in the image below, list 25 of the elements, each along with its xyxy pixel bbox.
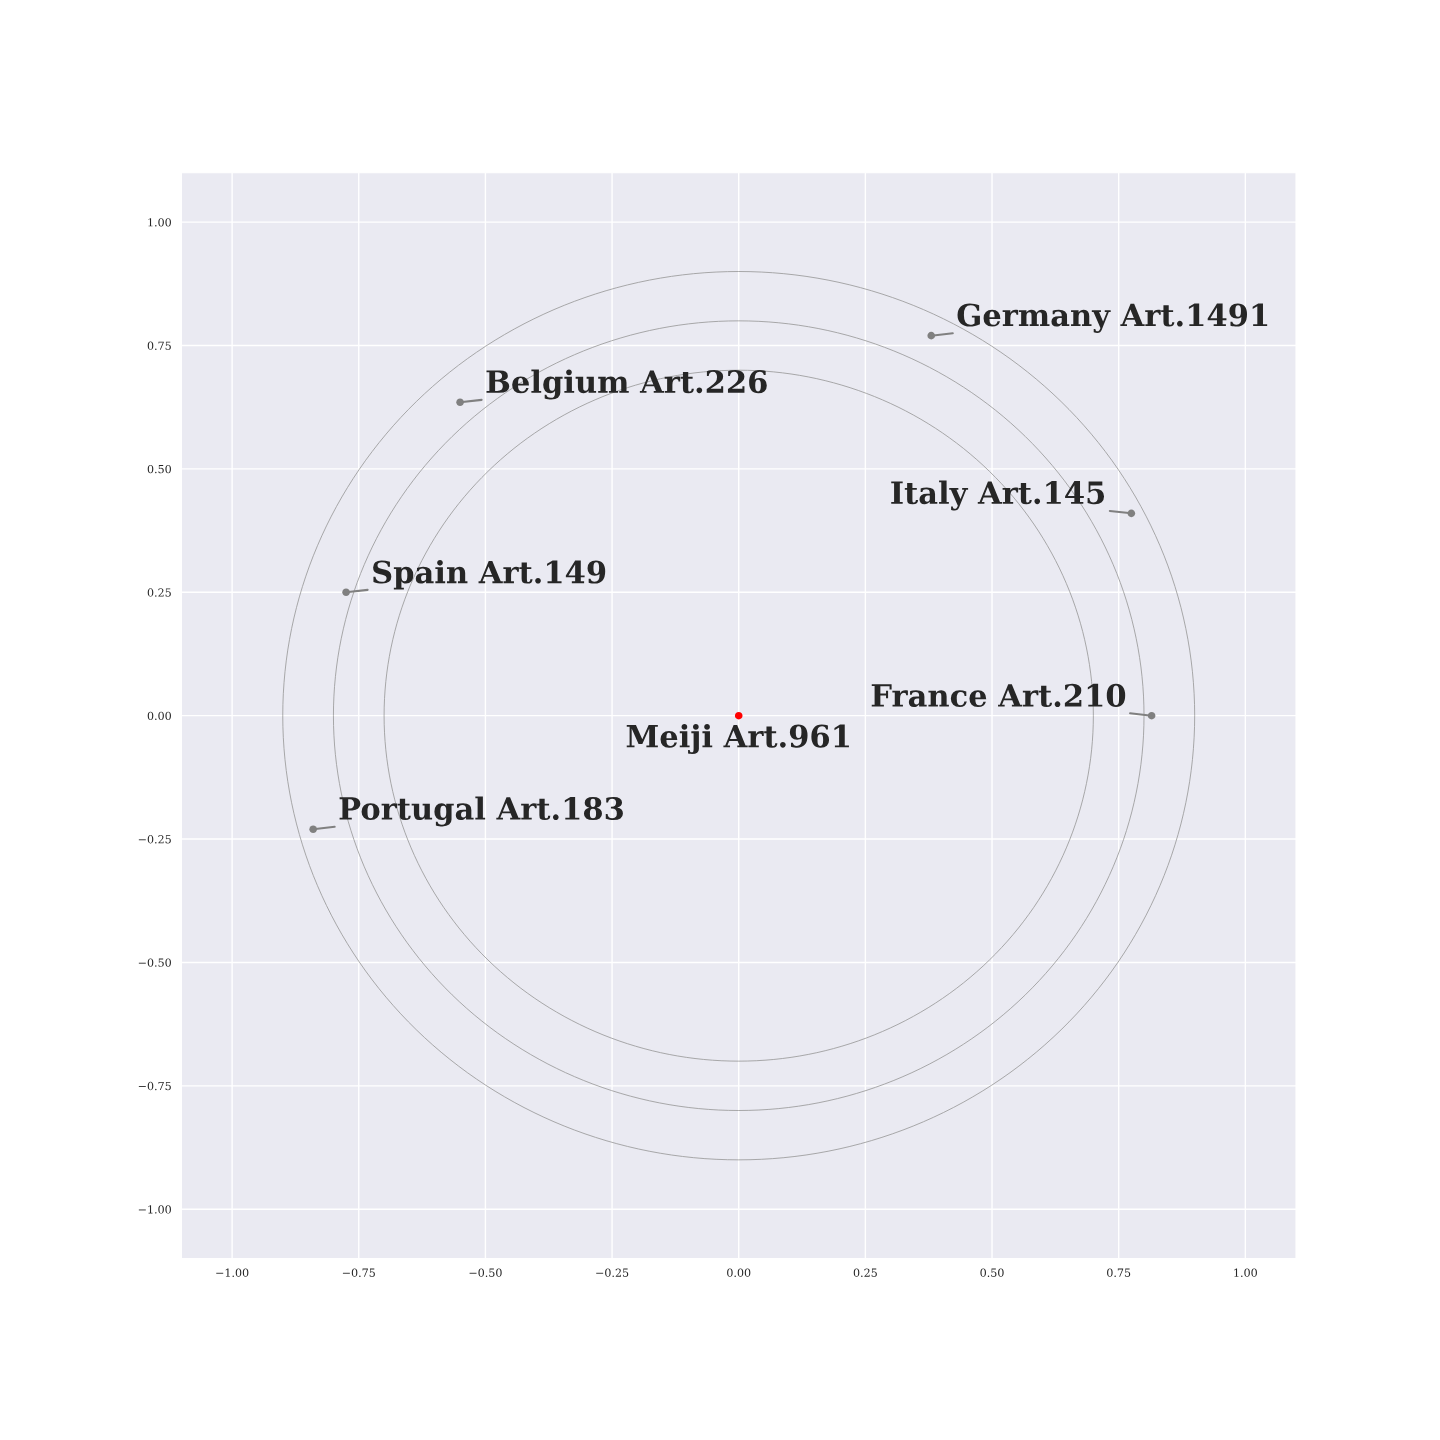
x-tick-label: 0.50 <box>980 1268 1004 1277</box>
annotation: Italy Art.145 <box>891 480 1105 511</box>
x-tick-label: 1.00 <box>1234 1268 1257 1277</box>
x-tick-label: −0.75 <box>342 1268 375 1277</box>
y-tick-label: −0.50 <box>138 958 171 967</box>
annotation: Meiji Art.961 <box>626 724 849 755</box>
y-tick-label: 0.00 <box>147 711 171 721</box>
y-tick-label: −1.00 <box>138 1205 171 1214</box>
y-tick-label: −0.75 <box>138 1081 171 1091</box>
x-tick-label: −1.00 <box>216 1268 249 1277</box>
x-tick-label: −0.50 <box>469 1268 502 1277</box>
x-tick-label: 0.25 <box>853 1268 877 1277</box>
y-tick-label: 0.75 <box>147 341 171 350</box>
annotation: Portugal Art.183 <box>339 796 623 827</box>
y-tick-label: 1.00 <box>148 218 171 227</box>
y-tick-label: −0.25 <box>138 835 171 844</box>
y-tick-label: 0.25 <box>147 588 171 597</box>
y-tick-label: 0.50 <box>147 464 171 474</box>
annotation: Germany Art.1491 <box>957 303 1268 333</box>
annotation: Spain Art.149 <box>373 559 606 590</box>
x-tick-label: −0.25 <box>596 1268 629 1277</box>
x-tick-label: 0.00 <box>727 1268 751 1277</box>
annotation: France Art.210 <box>871 683 1126 707</box>
annotation: Belgium Art.226 <box>486 369 767 400</box>
x-tick-label: 0.75 <box>1107 1268 1131 1277</box>
